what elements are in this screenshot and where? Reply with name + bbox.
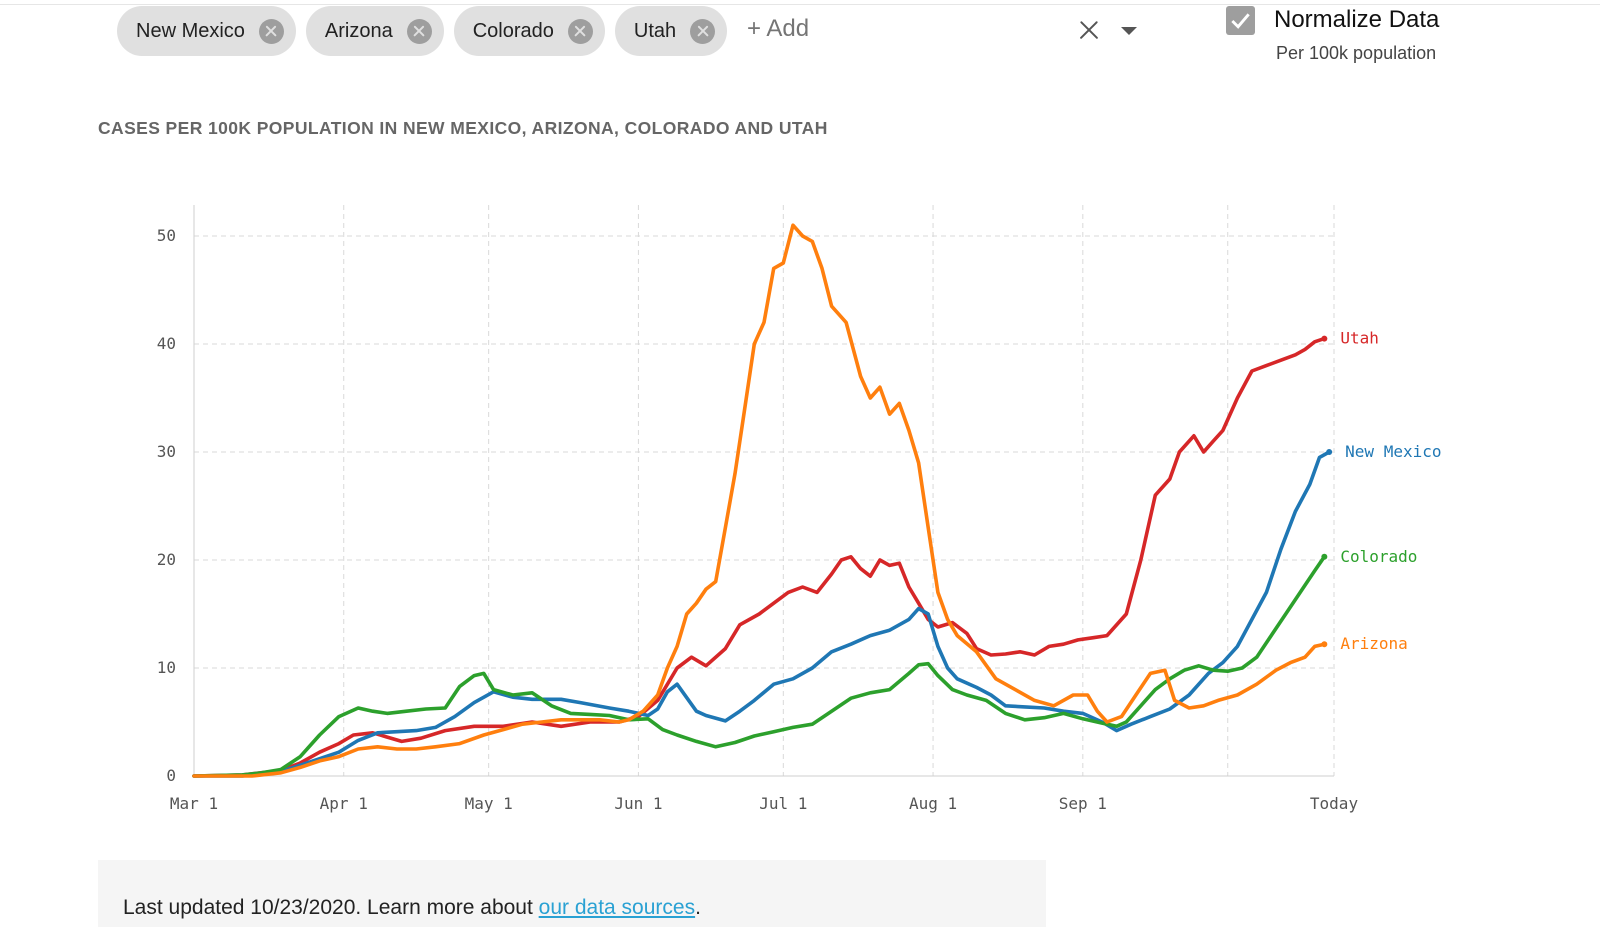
series-line-new-mexico <box>192 450 1331 778</box>
normalize-sublabel: Per 100k population <box>1276 43 1437 63</box>
chip-label: Arizona <box>324 19 393 42</box>
chip-label: New Mexico <box>136 19 245 42</box>
series-line-arizona <box>192 223 1327 778</box>
add-location-input[interactable] <box>745 14 949 44</box>
series-label-new-mexico: New Mexico <box>1345 442 1441 461</box>
series-label-utah: Utah <box>1340 329 1379 348</box>
x-tick-label: Mar 1 <box>170 794 218 813</box>
x-tick-label: Sep 1 <box>1059 794 1107 813</box>
checkmark-icon <box>1231 13 1250 29</box>
dropdown-arrow-icon[interactable] <box>1121 27 1137 35</box>
chip-new-mexico[interactable]: New Mexico <box>117 6 296 56</box>
y-tick-label: 40 <box>157 334 176 353</box>
remove-icon[interactable] <box>567 18 593 44</box>
x-tick-label: Jun 1 <box>614 794 662 813</box>
x-tick-label: Apr 1 <box>320 794 368 813</box>
series-line-colorado <box>192 555 1327 778</box>
remove-icon[interactable] <box>258 18 284 44</box>
series-line-utah <box>192 336 1327 778</box>
top-divider <box>0 4 1600 5</box>
x-tick-label: Aug 1 <box>909 794 957 813</box>
cases-line-chart: 0 10 20 30 40 50 Mar 1 Apr 1 May 1 Jun 1 Jul 1 Aug … <box>157 205 1441 813</box>
x-tick-label: May 1 <box>465 794 513 813</box>
chart-title: CASES PER 100K POPULATION IN NEW MEXICO,… <box>98 118 828 138</box>
normalize-checkbox[interactable] <box>1226 6 1255 35</box>
series-end-dot <box>1326 449 1333 455</box>
y-tick-label: 10 <box>157 658 176 677</box>
x-tick-label: Today <box>1310 794 1359 813</box>
series-end-dot <box>1321 335 1328 342</box>
chip-arizona[interactable]: Arizona <box>305 6 444 56</box>
y-tick-label: 20 <box>157 550 176 569</box>
normalize-label[interactable]: Normalize Data <box>1274 6 1440 33</box>
y-tick-label: 30 <box>157 442 176 461</box>
remove-icon[interactable] <box>406 18 432 44</box>
x-tick-label: Jul 1 <box>759 794 807 813</box>
chip-colorado[interactable]: Colorado <box>453 6 605 56</box>
y-tick-label: 0 <box>166 766 176 785</box>
data-sources-link[interactable]: our data sources <box>538 896 696 919</box>
series-end-dot <box>1321 641 1328 648</box>
filter-chips: New Mexico Arizona Colorado Utah <box>117 6 728 56</box>
footer-prefix: Last updated 10/23/2020. Learn more abou… <box>123 896 539 919</box>
footer-text: Last updated 10/23/2020. Learn more abou… <box>123 896 701 920</box>
chip-label: Utah <box>633 19 677 42</box>
remove-icon[interactable] <box>690 18 716 44</box>
chip-utah[interactable]: Utah <box>614 6 728 56</box>
footer-suffix: . <box>695 896 701 919</box>
chip-label: Colorado <box>472 19 554 42</box>
series-end-dot <box>1321 553 1328 560</box>
footer-panel: Last updated 10/23/2020. Learn more abou… <box>98 860 1046 927</box>
series-label-colorado: Colorado <box>1340 547 1417 566</box>
series-label-arizona: Arizona <box>1340 634 1407 653</box>
y-tick-label: 50 <box>157 226 176 245</box>
